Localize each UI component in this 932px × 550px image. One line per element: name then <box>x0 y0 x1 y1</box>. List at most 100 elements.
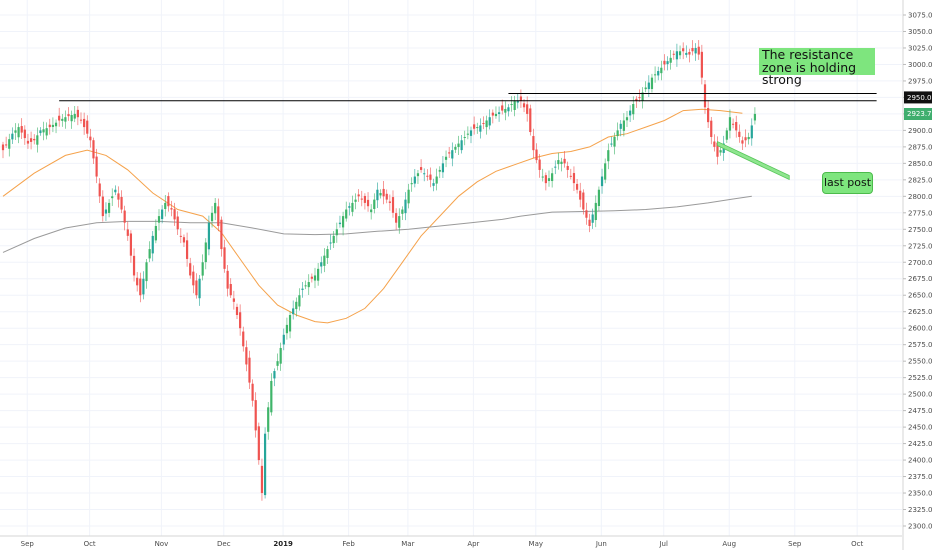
y-tick-label: 2850.0 <box>908 160 932 168</box>
candle-body <box>479 125 482 132</box>
candle-body <box>650 77 654 90</box>
y-tick-label: 2975.0 <box>908 77 932 85</box>
candle-body <box>107 202 111 213</box>
candle-body <box>235 306 239 316</box>
x-tick-label: Oct <box>851 540 863 548</box>
candle-body <box>419 167 423 170</box>
y-tick-label: 2800.0 <box>908 193 932 201</box>
candle-body <box>441 163 445 173</box>
x-tick-label: Apr <box>467 540 479 548</box>
y-tick-label: 2825.0 <box>908 176 932 184</box>
candle-body <box>432 183 435 186</box>
candle-body <box>697 46 700 55</box>
candle-body <box>613 136 616 147</box>
candle-body <box>176 216 179 230</box>
candle-body <box>388 201 391 203</box>
candle-body <box>585 210 588 218</box>
candle-body <box>192 271 195 286</box>
candle-body <box>591 214 594 223</box>
candle-body <box>448 152 451 154</box>
candle-body <box>501 105 504 111</box>
candle-body <box>497 112 501 115</box>
candle-body <box>76 109 79 118</box>
y-tick-label: 2350.0 <box>908 490 932 498</box>
x-tick-label: 2019 <box>273 540 293 548</box>
grid <box>0 0 902 536</box>
candle-body <box>8 139 11 149</box>
candle-body <box>104 209 108 214</box>
candle-body <box>700 51 703 78</box>
candle-body <box>710 120 713 137</box>
y-tick-label: 2775.0 <box>908 209 932 217</box>
candle-body <box>136 277 139 286</box>
candle-body <box>435 176 438 184</box>
candle-body <box>120 196 123 210</box>
candle-body <box>285 324 289 334</box>
candle-body <box>304 285 307 287</box>
candle-body <box>466 133 469 135</box>
y-tick-label: 2625.0 <box>908 308 932 316</box>
candle-body <box>92 140 95 159</box>
candle-body <box>485 120 488 128</box>
candle-body <box>685 52 688 55</box>
candle-body <box>663 60 666 65</box>
y-tick-label: 2600.0 <box>908 325 932 333</box>
candle-body <box>738 131 741 137</box>
candle-body <box>597 189 601 207</box>
candle-body <box>519 96 523 101</box>
candle-body <box>572 173 576 184</box>
candle-body <box>753 113 757 121</box>
candle-body <box>229 284 232 296</box>
candle-body <box>273 371 276 379</box>
candle-body <box>36 135 39 145</box>
x-tick-label: Aug <box>722 540 736 548</box>
candle-body <box>251 383 254 401</box>
candle-body <box>538 159 541 170</box>
candle-body <box>310 276 313 279</box>
candle-body <box>566 165 569 170</box>
candle-body <box>114 189 117 193</box>
candle-body <box>513 100 516 110</box>
candle-body <box>691 48 694 52</box>
candle-body <box>98 183 101 197</box>
candle-body <box>529 108 532 133</box>
candle-body <box>111 196 114 199</box>
candle-body <box>161 209 164 220</box>
resistance-zone-note[interactable]: The resistance zone is holding strong <box>759 48 875 86</box>
candle-body <box>329 242 332 244</box>
candle-body <box>557 160 560 165</box>
candle-body <box>379 193 382 196</box>
candle-body <box>476 127 479 129</box>
candle-body <box>416 173 420 177</box>
candle-body <box>563 158 566 164</box>
candle-body <box>675 51 679 60</box>
candle-body <box>83 118 86 128</box>
candle-body <box>507 107 510 112</box>
candle-body <box>223 247 226 269</box>
candle-body <box>594 202 597 221</box>
last-post-arrow <box>717 140 790 181</box>
candle-body <box>26 140 30 144</box>
candle-body <box>207 222 211 250</box>
candle-body <box>370 209 373 213</box>
candle-body <box>117 193 120 200</box>
candle-body <box>226 270 229 289</box>
x-axis[interactable]: Sep Oct Nov Dec 2019 Feb Mar Apr May Jun Jul Aug Sep… <box>0 535 902 548</box>
last-post-note[interactable]: last post <box>822 172 873 194</box>
candle-body <box>29 138 33 142</box>
candle-body <box>522 103 526 108</box>
candle-body <box>139 278 142 296</box>
y-tick-label: 2375.0 <box>908 473 932 481</box>
candle-body <box>276 361 279 366</box>
candle-body <box>20 126 23 133</box>
y-axis[interactable]: 2300.0 2325.0 2350.0 2375.0 2400.0 2425.0 2450… <box>902 0 932 550</box>
candle-body <box>638 97 641 99</box>
candle-body <box>747 136 750 140</box>
candle-body <box>404 199 407 214</box>
candle-body <box>132 255 136 276</box>
candle-body <box>678 51 682 56</box>
x-tick-label: Nov <box>155 540 169 548</box>
candle-body <box>560 161 563 165</box>
y-tick-label: 2525.0 <box>908 374 932 382</box>
